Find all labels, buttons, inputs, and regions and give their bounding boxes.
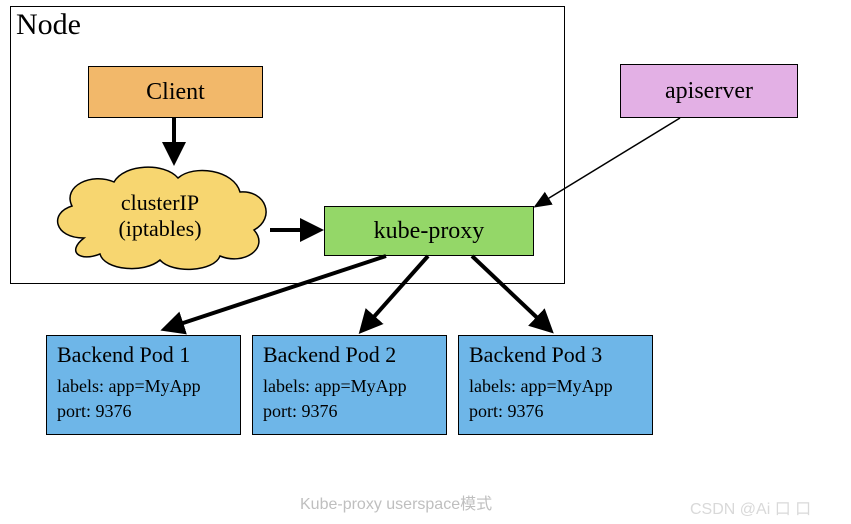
client-box: Client: [88, 66, 263, 118]
cluster-ip-cloud: clusterIP (iptables): [70, 186, 250, 246]
kube-proxy-label: kube-proxy: [374, 218, 485, 245]
apiserver-box: apiserver: [620, 64, 798, 118]
cluster-ip-line2: (iptables): [118, 216, 201, 242]
node-title: Node: [16, 8, 81, 42]
backend-pod-2: Backend Pod 2 labels: app=MyApp port: 93…: [252, 335, 447, 435]
cluster-ip-line1: clusterIP: [121, 190, 199, 216]
pod2-port: port: 9376: [263, 399, 338, 424]
watermark-text: CSDN @Ai 口 口: [690, 495, 811, 519]
pod3-title: Backend Pod 3: [469, 342, 602, 368]
pod2-labels: labels: app=MyApp: [263, 374, 407, 399]
backend-pod-1: Backend Pod 1 labels: app=MyApp port: 93…: [46, 335, 241, 435]
caption-text: Kube-proxy userspace模式: [300, 490, 492, 514]
backend-pod-3: Backend Pod 3 labels: app=MyApp port: 93…: [458, 335, 653, 435]
pod1-title: Backend Pod 1: [57, 342, 190, 368]
apiserver-label: apiserver: [665, 78, 753, 105]
pod1-port: port: 9376: [57, 399, 132, 424]
kube-proxy-box: kube-proxy: [324, 206, 534, 256]
pod2-title: Backend Pod 2: [263, 342, 396, 368]
pod3-labels: labels: app=MyApp: [469, 374, 613, 399]
pod1-labels: labels: app=MyApp: [57, 374, 201, 399]
client-label: Client: [146, 79, 205, 106]
pod3-port: port: 9376: [469, 399, 544, 424]
